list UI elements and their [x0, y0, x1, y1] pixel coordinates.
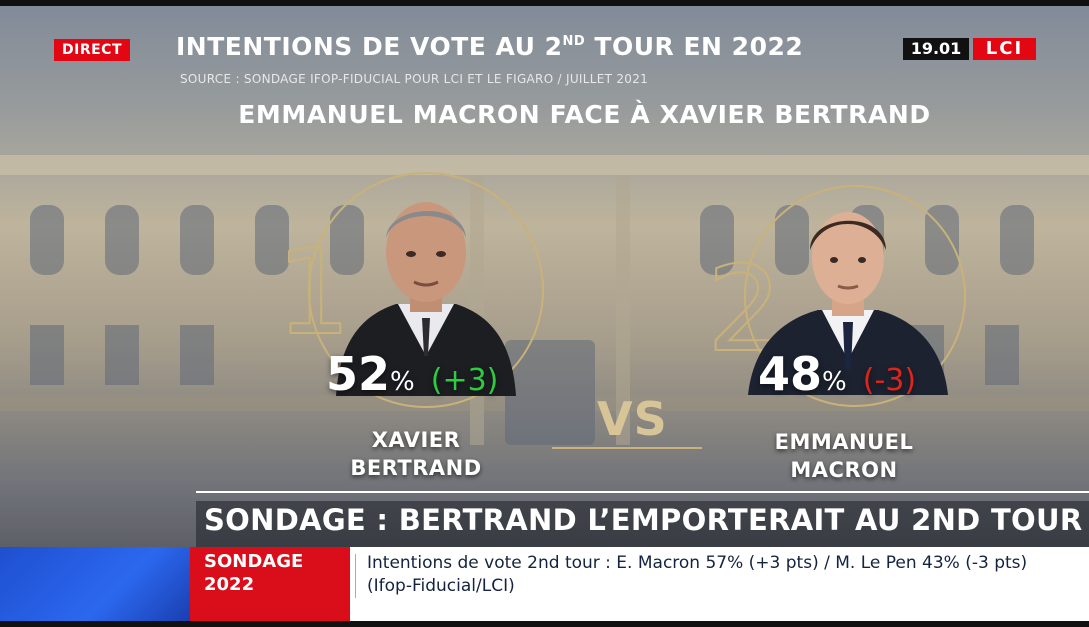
- headline-banner-text: SONDAGE : BERTRAND L’EMPORTERAIT AU 2ND …: [204, 503, 1083, 537]
- poll-source: SOURCE : SONDAGE IFOP-FIDUCIAL POUR LCI …: [180, 72, 649, 86]
- top-frame-edge: [0, 0, 1089, 6]
- ticker-blue-block: [0, 547, 190, 621]
- headline-main: INTENTIONS DE VOTE AU 2: [176, 32, 563, 61]
- candidate-2-portrait: [748, 212, 948, 395]
- candidate-1-score: 52% (+3): [326, 347, 498, 401]
- candidate-1-last-name: BERTRAND: [350, 456, 482, 480]
- ticker-text: Intentions de vote 2nd tour : E. Macron …: [367, 553, 1028, 596]
- candidate-2-delta: (-3): [862, 363, 917, 398]
- candidate-2-score: 48% (-3): [758, 347, 916, 401]
- live-badge: DIRECT: [54, 39, 130, 61]
- ticker-label-block: [190, 547, 350, 621]
- versus-divider: [552, 447, 702, 449]
- headline-title: INTENTIONS DE VOTE AU 2ND TOUR EN 2022: [176, 32, 803, 66]
- ticker-text-block: [350, 547, 1089, 621]
- clock: 19.01: [903, 38, 969, 60]
- candidate-1-rank: 1: [275, 223, 352, 361]
- candidate-2-first-name: EMMANUEL: [774, 430, 914, 454]
- banner-top-line: [196, 491, 1089, 493]
- channel-logo-text: LCI: [985, 38, 1024, 59]
- candidate-1-portrait: [336, 202, 516, 396]
- candidate-1-name: XAVIER BERTRAND: [316, 426, 516, 482]
- ticker-separator: [355, 554, 356, 598]
- headline-banner: [196, 501, 1089, 547]
- candidate-2-name: EMMANUEL MACRON: [744, 428, 944, 484]
- candidate-1-delta: (+3): [430, 363, 499, 398]
- headline-end: TOUR EN 2022: [585, 32, 804, 61]
- candidate-2-last-name: MACRON: [790, 458, 898, 482]
- candidate-2-percent: 48: [758, 347, 823, 401]
- channel-logo: LCI: [973, 38, 1036, 60]
- candidate-2-percent-unit: %: [822, 367, 847, 397]
- candidate-1-percent-unit: %: [390, 367, 415, 397]
- versus-label: VS: [597, 392, 668, 446]
- candidate-1-ring: [308, 172, 544, 408]
- candidate-2-ring: [744, 185, 966, 407]
- candidate-1-first-name: XAVIER: [371, 428, 461, 452]
- ticker-label: SONDAGE 2022: [204, 550, 344, 596]
- bottom-frame-edge: [0, 621, 1089, 627]
- ticker-label-line2: 2022: [204, 574, 255, 595]
- matchup-title: EMMANUEL MACRON FACE À XAVIER BERTRAND: [238, 100, 931, 129]
- ticker-label-line1: SONDAGE: [204, 551, 304, 572]
- headline-superscript: ND: [562, 34, 586, 49]
- candidate-1-percent: 52: [326, 347, 391, 401]
